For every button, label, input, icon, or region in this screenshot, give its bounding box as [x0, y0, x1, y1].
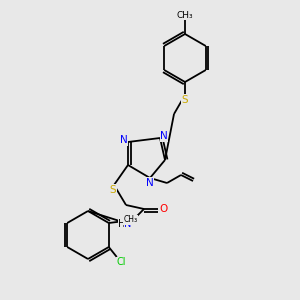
Text: O: O: [159, 204, 167, 214]
Text: Cl: Cl: [116, 257, 125, 267]
Text: S: S: [110, 185, 116, 195]
Text: CH₃: CH₃: [124, 215, 138, 224]
Text: N: N: [124, 219, 132, 229]
Text: CH₃: CH₃: [177, 11, 193, 20]
Text: N: N: [146, 178, 154, 188]
Text: N: N: [120, 135, 128, 145]
Text: N: N: [160, 131, 168, 141]
Text: H: H: [118, 219, 126, 229]
Text: S: S: [182, 95, 188, 105]
